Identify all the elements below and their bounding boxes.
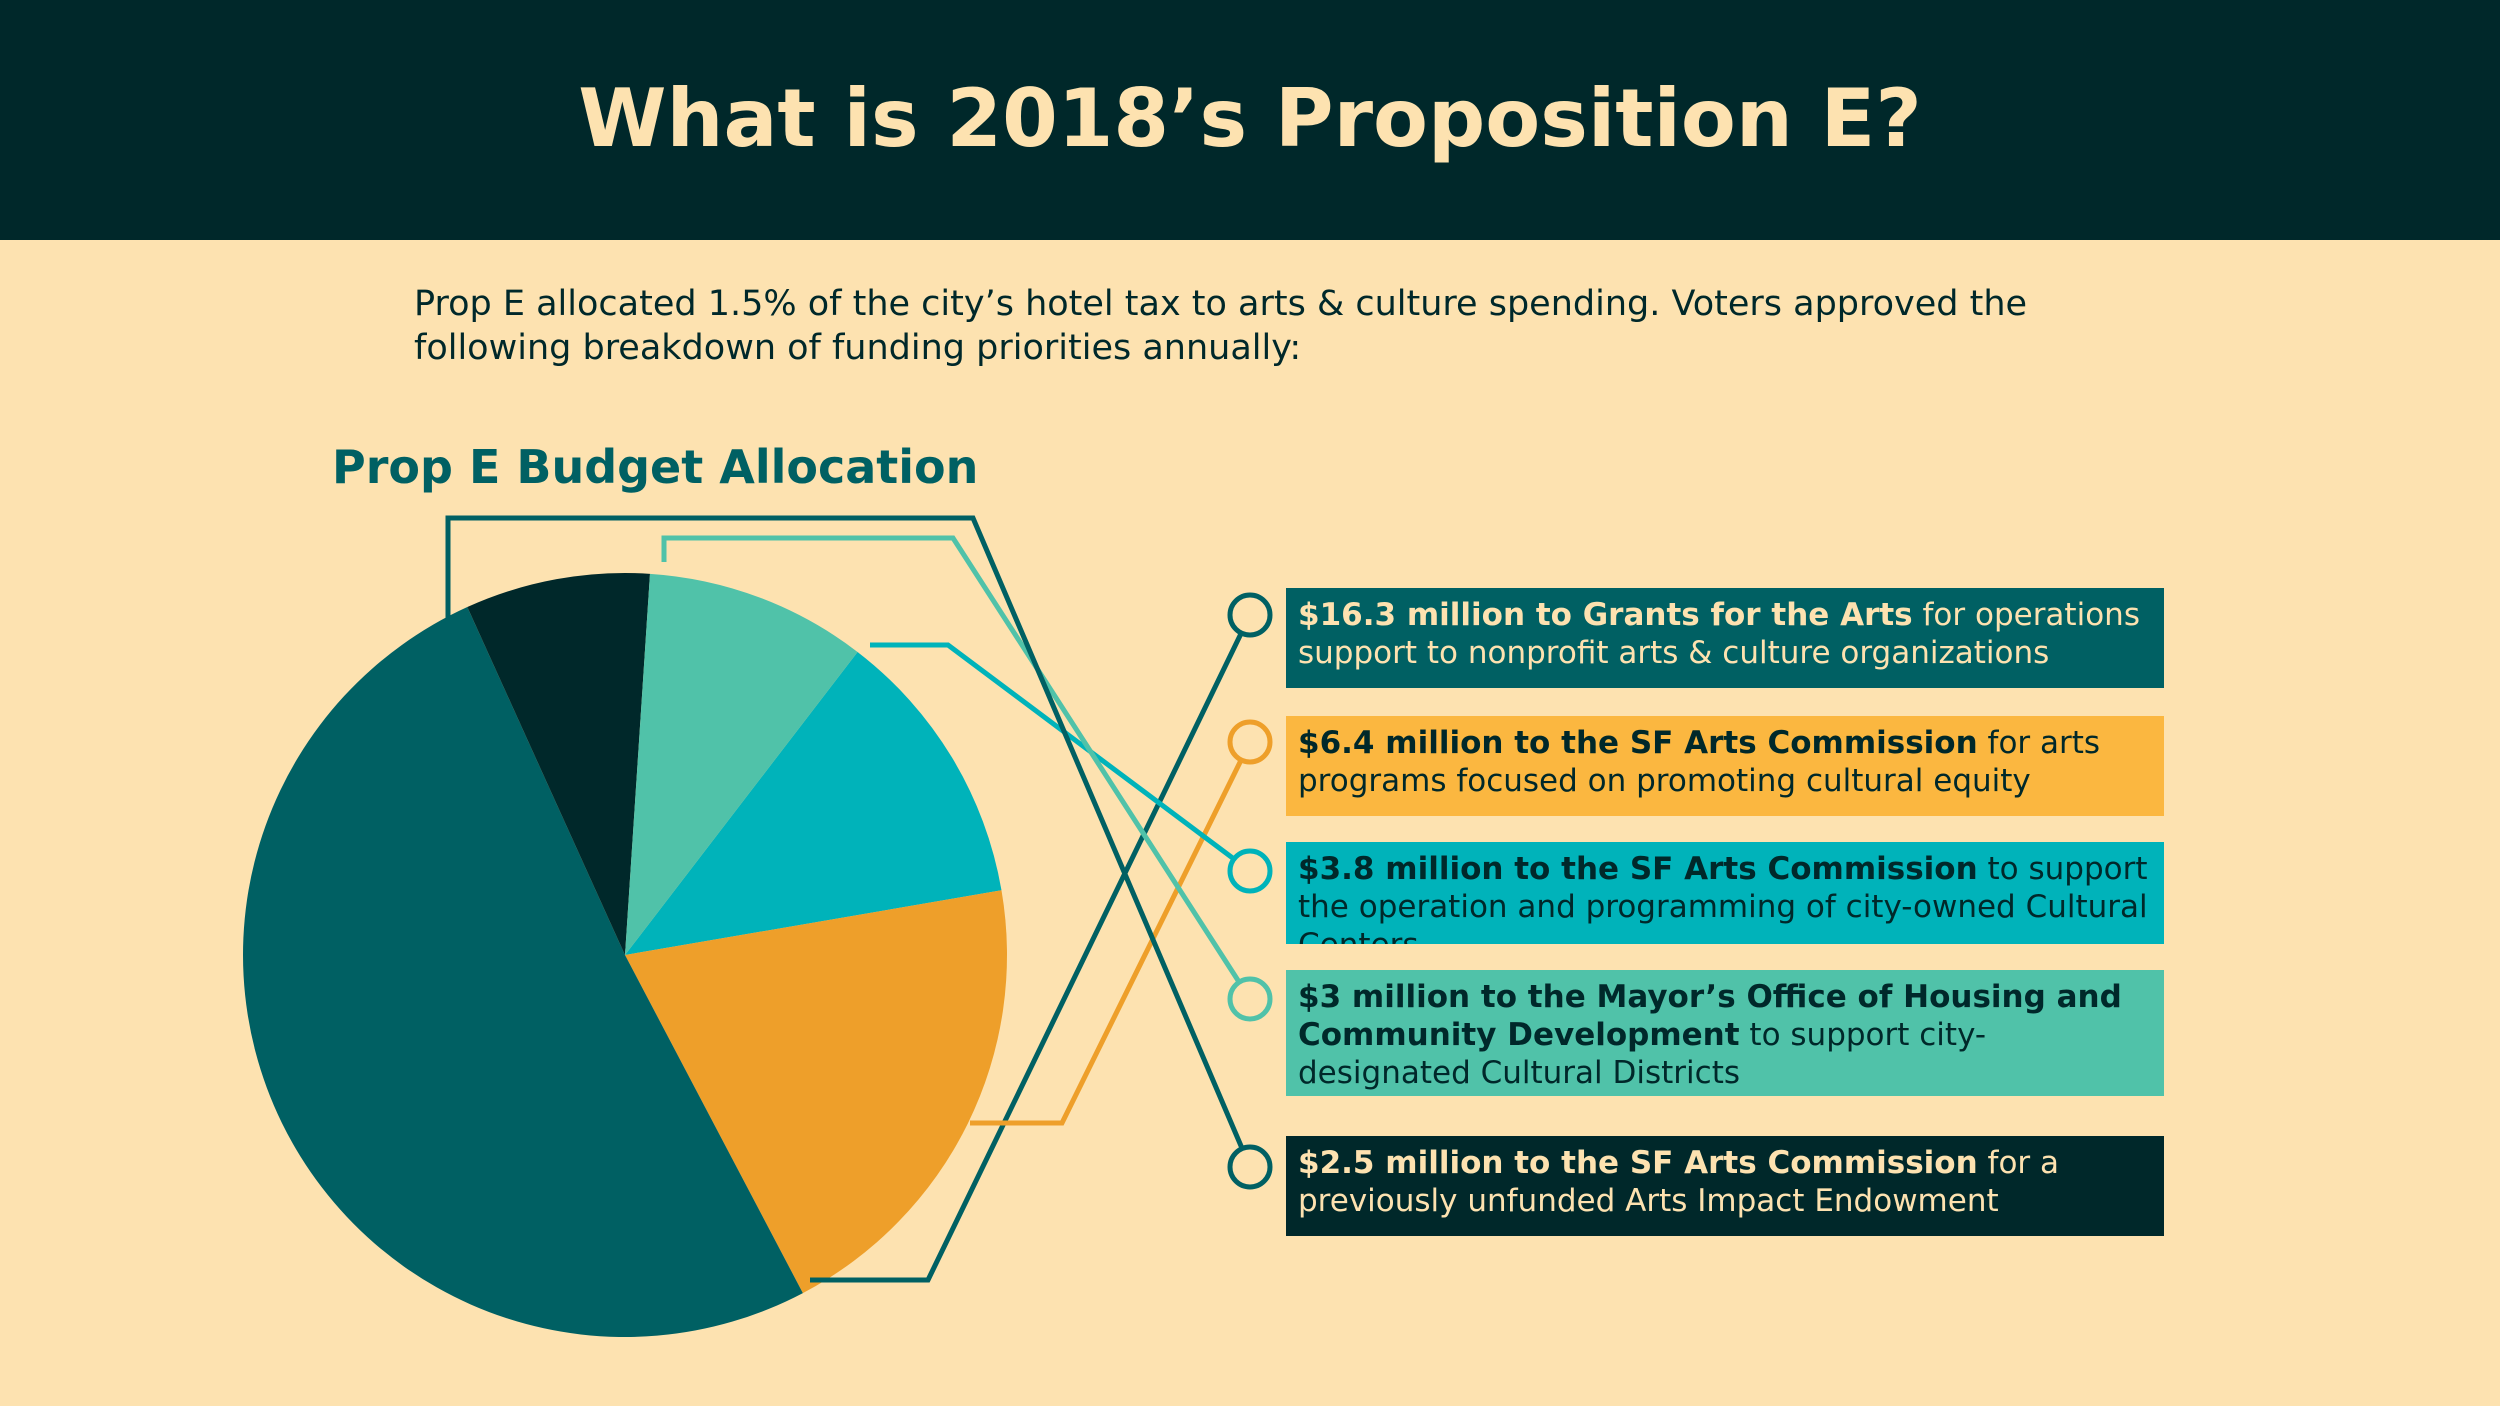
leader-marker-1 (1227, 592, 1273, 638)
legend-amount: $6.4 million to the SF Arts Commission (1298, 725, 1978, 761)
legend-description: to support the operation and programming… (1298, 851, 2148, 944)
page-title: What is 2018’s Proposition E? (578, 72, 1922, 165)
intro-paragraph: Prop E allocated 1.5% of the city’s hote… (414, 284, 2028, 368)
legend-description: for operations support to nonprofit arts… (1298, 597, 2140, 671)
leader-marker-5 (1227, 1144, 1273, 1190)
legend-item-cultural-centers: $3.8 million to the SF Arts Commission t… (1286, 842, 2164, 944)
legend-description: to support city-designated Cultural Dist… (1298, 1017, 1987, 1091)
legend-amount: $3.8 million to the SF Arts Commission (1298, 851, 1978, 887)
legend-amount: $3 million to the Mayor’s Office of Hous… (1298, 979, 2122, 1053)
pie-slice-arts-impact-endowment (467, 573, 650, 955)
leader-line-2 (970, 740, 1253, 1126)
pie-slice-cultural-centers (625, 651, 1002, 955)
legend-item-cultural-districts: $3 million to the Mayor’s Office of Hous… (1286, 970, 2164, 1096)
leader-line-4 (661, 535, 1253, 1001)
pie-slice-cultural-districts (625, 573, 858, 955)
legend-item-cultural-equity: $6.4 million to the SF Arts Commission f… (1286, 716, 2164, 816)
leader-lines (445, 515, 1273, 1283)
legend-amount: $2.5 million to the SF Arts Commission (1298, 1145, 1978, 1181)
pie-slices (243, 573, 1007, 1337)
leader-marker-3 (1227, 848, 1273, 894)
header-banner: What is 2018’s Proposition E? (0, 0, 2500, 240)
leader-line-3 (870, 642, 1252, 874)
leader-marker-4 (1227, 976, 1273, 1022)
pie-slice-grants-for-the-arts (243, 607, 803, 1337)
legend-description: for arts programs focused on promoting c… (1298, 725, 2101, 799)
legend-description: for a previously unfunded Arts Impact En… (1298, 1145, 2060, 1219)
legend-amount: $16.3 million to Grants for the Arts (1298, 597, 1913, 633)
chart-title: Prop E Budget Allocation (332, 440, 979, 494)
leader-marker-2 (1227, 719, 1273, 765)
leader-line-5 (445, 515, 1253, 1168)
legend-item-arts-impact-endowment: $2.5 million to the SF Arts Commission f… (1286, 1136, 2164, 1236)
pie-slice-cultural-equity (625, 890, 1007, 1294)
legend-item-grants-for-the-arts: $16.3 million to Grants for the Arts for… (1286, 588, 2164, 688)
